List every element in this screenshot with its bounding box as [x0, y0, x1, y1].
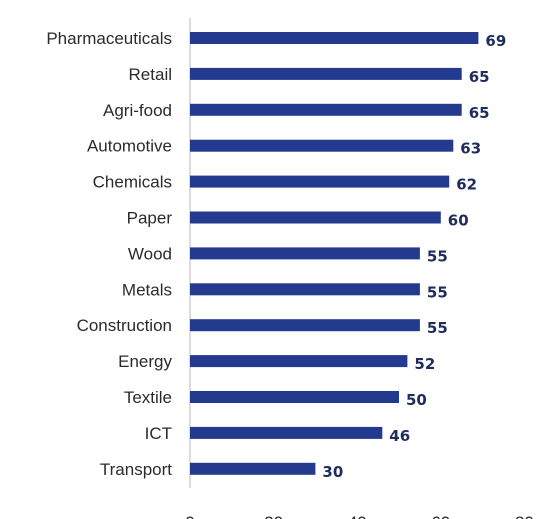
- x-tick-label-80: 80: [515, 513, 534, 519]
- value-label-pharmaceuticals: 69: [485, 32, 506, 50]
- bar-agri-food: [190, 103, 462, 116]
- category-label-retail: Retail: [129, 65, 172, 84]
- category-label-pharmaceuticals: Pharmaceuticals: [46, 29, 172, 48]
- bar-automotive: [190, 139, 454, 152]
- value-label-metals: 55: [427, 283, 448, 301]
- value-label-agri-food: 65: [469, 104, 490, 122]
- x-tick-label-60: 60: [431, 513, 450, 519]
- bar-textile: [190, 391, 399, 403]
- category-label-transport: Transport: [100, 460, 172, 479]
- category-label-automotive: Automotive: [87, 137, 172, 156]
- x-tick-labels: 0 20 40 60 80: [185, 513, 534, 519]
- bar-pharmaceuticals: [190, 32, 479, 44]
- bar-metals: [190, 283, 420, 296]
- value-label-energy: 52: [414, 355, 435, 373]
- bars-group: [190, 32, 479, 475]
- value-label-construction: 55: [427, 319, 448, 337]
- bar-construction: [190, 319, 420, 332]
- bar-ict: [190, 426, 383, 439]
- x-tick-label-20: 20: [264, 513, 283, 519]
- category-label-chemicals: Chemicals: [93, 173, 172, 192]
- bar-paper: [190, 211, 441, 224]
- value-label-paper: 60: [448, 212, 469, 230]
- category-label-wood: Wood: [128, 244, 172, 263]
- category-label-metals: Metals: [122, 280, 172, 299]
- category-label-paper: Paper: [127, 209, 173, 228]
- bar-wood: [190, 247, 420, 260]
- value-label-textile: 50: [406, 391, 427, 409]
- category-label-ict: ICT: [145, 424, 172, 443]
- category-label-energy: Energy: [118, 352, 172, 371]
- category-label-agri-food: Agri-food: [103, 101, 172, 120]
- category-label-textile: Textile: [124, 388, 172, 407]
- bar-energy: [190, 355, 408, 368]
- x-tick-label-0: 0: [185, 513, 194, 519]
- bar-transport: [190, 462, 316, 475]
- x-tick-label-40: 40: [348, 513, 367, 519]
- value-label-chemicals: 62: [456, 176, 477, 194]
- value-label-retail: 65: [469, 68, 490, 86]
- bar-retail: [190, 67, 462, 80]
- category-labels: Pharmaceuticals Retail Agri-food Automotive…: [46, 29, 172, 479]
- value-label-automotive: 63: [460, 140, 481, 158]
- bar-chemicals: [190, 175, 450, 188]
- value-label-ict: 46: [389, 427, 410, 445]
- value-label-wood: 55: [427, 247, 448, 265]
- value-label-transport: 30: [322, 463, 343, 481]
- category-label-construction: Construction: [77, 316, 172, 335]
